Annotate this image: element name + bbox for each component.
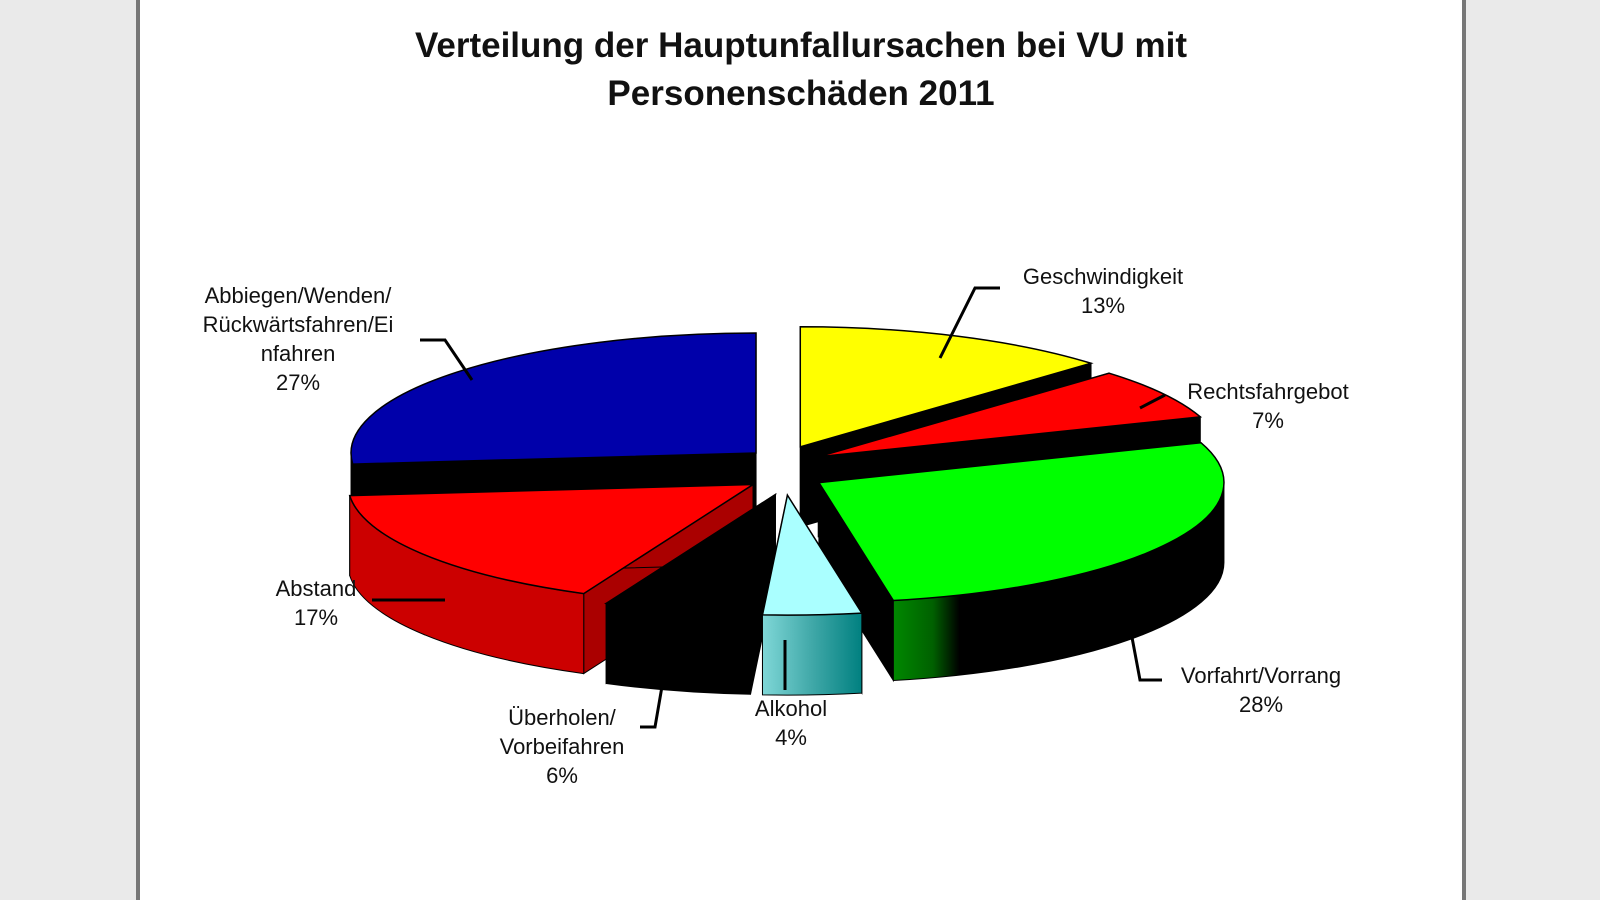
leader-lines bbox=[372, 286, 1166, 729]
slice-category-label: Alkohol bbox=[755, 696, 827, 721]
slice-category-label: Abstand bbox=[276, 576, 357, 601]
slice-labels: Geschwindigkeit 13% Rechtsfahrgebot 7% Vorfa… bbox=[203, 264, 1349, 788]
slice-category-label: Rückwärtsfahren/Ei bbox=[203, 312, 394, 337]
pie-slice-top bbox=[799, 326, 1094, 448]
slice-percent-label: 17% bbox=[294, 605, 338, 630]
slice-percent-label: 6% bbox=[546, 763, 578, 788]
leader-line bbox=[420, 338, 474, 381]
slice-category-label: Vorfahrt/Vorrang bbox=[1181, 663, 1341, 688]
slice-category-label: Überholen/ bbox=[508, 705, 617, 730]
pie-slices bbox=[348, 326, 1225, 696]
slice-percent-label: 28% bbox=[1239, 692, 1283, 717]
left-margin bbox=[0, 0, 136, 900]
slice-percent-label: 13% bbox=[1081, 293, 1125, 318]
slice-percent-label: 4% bbox=[775, 725, 807, 750]
pie-slice-4 bbox=[604, 492, 777, 695]
pie-slice-top bbox=[348, 483, 756, 595]
pie-slice-top bbox=[817, 441, 1225, 602]
slice-category-label: Rechtsfahrgebot bbox=[1187, 379, 1348, 404]
slice-category-label: Vorbeifahren bbox=[500, 734, 625, 759]
pie-slice-2 bbox=[817, 441, 1225, 683]
leader-line bbox=[1123, 599, 1162, 682]
pie-slice-top bbox=[761, 493, 864, 616]
leader-line bbox=[1139, 393, 1166, 410]
chart-title-line-1: Verteilung der Hauptunfallursachen bei V… bbox=[414, 26, 1188, 65]
leader-line bbox=[938, 286, 1000, 359]
pie-slice-side bbox=[605, 602, 752, 695]
pie-slice-top bbox=[604, 492, 777, 615]
pie-slice-top bbox=[818, 372, 1203, 458]
pie-slice-top bbox=[350, 332, 757, 465]
leader-line bbox=[640, 639, 672, 729]
slice-category-label: Abbiegen/Wenden/ bbox=[205, 283, 393, 308]
slice-percent-label: 27% bbox=[276, 370, 320, 395]
slice-category-label: Geschwindigkeit bbox=[1023, 264, 1183, 289]
pie-slice-side bbox=[761, 612, 863, 696]
chart-title-line-2: Personenschäden 2011 bbox=[607, 74, 995, 113]
slice-category-label: nfahren bbox=[261, 341, 336, 366]
slice-percent-label: 7% bbox=[1252, 408, 1284, 433]
pie-slice-3 bbox=[761, 493, 864, 696]
right-margin bbox=[1466, 0, 1600, 900]
chart-title: Verteilung der Hauptunfallursachen bei V… bbox=[140, 22, 1462, 118]
